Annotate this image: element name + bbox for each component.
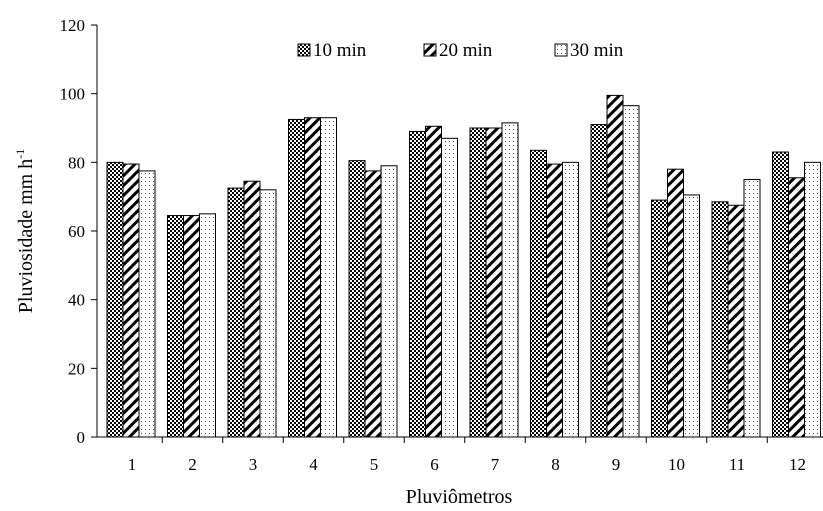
y-tick-label: 60 <box>68 222 85 241</box>
legend-label-3: 30 min <box>570 40 624 61</box>
legend-swatch-1 <box>297 43 311 57</box>
x-tick-label: 6 <box>430 455 439 474</box>
y-tick-label: 40 <box>68 291 85 310</box>
bar-2-9 <box>606 94 624 438</box>
x-tick-label: 5 <box>370 455 379 474</box>
y-axis-label-main: Pluviosidade mm h <box>15 159 37 313</box>
x-tick-label: 4 <box>309 455 318 474</box>
x-axis-label: Pluviômetros <box>406 486 513 508</box>
legend: 10 min 20 min 30 min <box>297 40 624 61</box>
y-tick-label: 80 <box>68 153 85 172</box>
bar-1-8 <box>530 149 547 438</box>
bar-1-10 <box>651 199 668 438</box>
bar-2-2 <box>183 215 200 438</box>
y-tick-label: 100 <box>60 85 86 104</box>
bar-2-4 <box>304 117 321 438</box>
y-axis-label: Pluviosidade mm h-1 <box>13 149 37 313</box>
bar-2-11 <box>727 204 745 438</box>
bar-3-3 <box>259 189 277 438</box>
bar-3-6 <box>441 137 458 438</box>
x-tick-label: 10 <box>668 455 685 474</box>
bar-3-2 <box>199 213 216 438</box>
bar-3-7 <box>501 122 519 438</box>
bar-2-7 <box>485 127 503 438</box>
y-tick-label: 120 <box>60 16 86 35</box>
bar-2-3 <box>243 180 261 438</box>
bar-3-5 <box>380 165 398 438</box>
x-tick-label: 8 <box>551 455 560 474</box>
x-tick-label: 12 <box>789 455 806 474</box>
legend-label-2: 20 min <box>439 40 493 61</box>
bar-1-4 <box>288 118 305 438</box>
y-tick-label: 20 <box>68 359 85 378</box>
x-tick-label: 11 <box>729 455 745 474</box>
legend-swatch-2 <box>423 43 437 57</box>
y-tick-label: 0 <box>77 428 86 447</box>
x-ticks-group: 1 2 3 4 5 6 7 8 9 10 11 12 <box>128 437 806 474</box>
x-tick-label: 2 <box>188 455 197 474</box>
x-tick-label: 7 <box>491 455 500 474</box>
legend-swatch-3 <box>554 43 568 57</box>
x-tick-label: 9 <box>612 455 621 474</box>
bar-1-7 <box>469 127 487 438</box>
bar-3-9 <box>622 105 640 438</box>
y-axis-label-superscript: -1 <box>13 149 27 159</box>
bar-1-5 <box>348 160 366 438</box>
bar-1-12 <box>772 151 789 438</box>
bar-2-8 <box>546 163 563 438</box>
bar-1-6 <box>409 130 426 438</box>
bar-2-10 <box>667 168 684 438</box>
y-ticks-group: 0 20 40 60 80 100 120 <box>60 16 97 447</box>
bar-1-1 <box>106 161 124 438</box>
bar-3-10 <box>683 194 700 438</box>
bar-1-9 <box>590 124 608 438</box>
x-tick-label: 1 <box>128 455 137 474</box>
bar-3-1 <box>138 170 156 438</box>
legend-label-1: 10 min <box>313 40 367 61</box>
x-tick-label: 3 <box>249 455 258 474</box>
bar-2-6 <box>425 125 442 438</box>
bar-1-11 <box>711 201 729 438</box>
bar-2-1 <box>122 163 140 438</box>
bar-3-11 <box>743 179 761 438</box>
bar-1-3 <box>227 187 245 438</box>
bar-3-12 <box>804 161 821 438</box>
bar-1-2 <box>167 215 184 438</box>
bars-group <box>106 94 821 438</box>
bar-2-12 <box>788 177 805 438</box>
bar-3-8 <box>562 161 579 438</box>
bar-2-5 <box>364 170 382 438</box>
bar-3-4 <box>320 117 337 438</box>
